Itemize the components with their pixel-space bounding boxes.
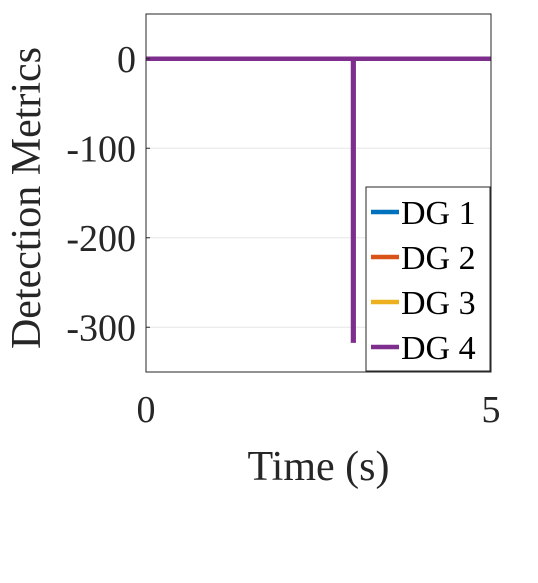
legend-label-4: DG 4 <box>401 330 476 367</box>
y-tick-label: -300 <box>66 307 136 349</box>
legend-label-3: DG 3 <box>401 285 476 322</box>
x-tick-label: 0 <box>137 389 156 431</box>
axis-ticks <box>145 58 492 372</box>
legend-box <box>365 186 491 372</box>
legend-label-1: DG 1 <box>401 195 476 232</box>
y-tick-label: 0 <box>117 39 136 81</box>
y-axis-title: Detection Metrics <box>4 47 50 349</box>
x-tick-label: 5 <box>482 389 501 431</box>
plot-area-frame <box>145 13 492 373</box>
y-tick-label: -100 <box>66 128 136 170</box>
x-axis-title: Time (s) <box>248 444 390 490</box>
legend: DG 1 DG 2 DG 3 DG 4 <box>365 186 491 372</box>
y-tick-label: -200 <box>66 218 136 260</box>
y-axis-tick-labels: 0 -100 -200 -300 <box>66 39 136 350</box>
series-lines <box>146 56 491 343</box>
legend-label-2: DG 2 <box>401 240 476 277</box>
series-line-4 <box>146 56 491 343</box>
